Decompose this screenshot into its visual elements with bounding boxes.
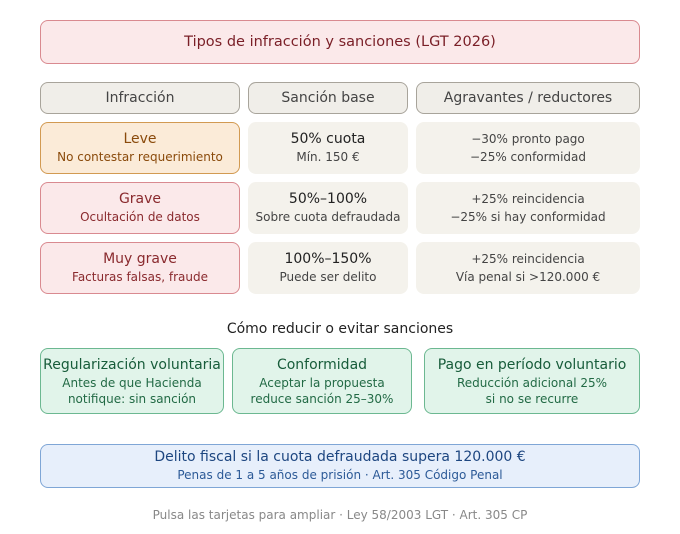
card-regularizacion[interactable]: Regularización voluntaria Antes de que H… xyxy=(40,348,224,414)
card-delito-fiscal[interactable]: Delito fiscal si la cuota defraudada sup… xyxy=(40,444,640,488)
card-pago-voluntario[interactable]: Pago en período voluntario Reducción adi… xyxy=(424,348,640,414)
mods-leve-line-1: −30% pronto pago xyxy=(471,132,585,146)
card-conformidad-line-2: reduce sanción 25–30% xyxy=(250,391,394,406)
reduce-section-title: Cómo reducir o evitar sanciones xyxy=(226,321,454,337)
card-conformidad[interactable]: Conformidad Aceptar la propuesta reduce … xyxy=(232,348,412,414)
card-grave-name: Grave xyxy=(118,191,162,207)
card-grave[interactable]: Grave Ocultación de datos xyxy=(40,182,240,234)
header-agravantes-label: Agravantes / reductores xyxy=(443,90,613,106)
card-pago-voluntario-title: Pago en período voluntario xyxy=(437,356,627,373)
sancion-grave: 50%–100% Sobre cuota defraudada xyxy=(248,182,408,234)
sancion-grave-note: Sobre cuota defraudada xyxy=(255,210,401,224)
card-conformidad-title: Conformidad xyxy=(276,356,368,373)
card-delito-fiscal-title: Delito fiscal si la cuota defraudada sup… xyxy=(154,449,526,465)
page-title-text: Tipos de infracción y sanciones (LGT 202… xyxy=(184,34,496,50)
mods-grave: +25% reincidencia −25% si hay conformida… xyxy=(416,182,640,234)
mods-muy-grave-line-2: Vía penal si >120.000 € xyxy=(455,270,601,284)
card-muy-grave[interactable]: Muy grave Facturas falsas, fraude xyxy=(40,242,240,294)
card-regularizacion-title: Regularización voluntaria xyxy=(43,356,221,373)
mods-muy-grave: +25% reincidencia Vía penal si >120.000 … xyxy=(416,242,640,294)
card-delito-fiscal-subtitle: Penas de 1 a 5 años de prisión · Art. 30… xyxy=(177,468,503,482)
sancion-muy-grave: 100%–150% Puede ser delito xyxy=(248,242,408,294)
header-sancion-base: Sanción base xyxy=(248,82,408,114)
mods-grave-line-2: −25% si hay conformidad xyxy=(450,210,606,224)
page-title: Tipos de infracción y sanciones (LGT 202… xyxy=(40,20,640,64)
card-leve-name: Leve xyxy=(123,131,157,147)
mods-leve: −30% pronto pago −25% conformidad xyxy=(416,122,640,174)
card-muy-grave-name: Muy grave xyxy=(103,251,177,267)
sancion-grave-value: 50%–100% xyxy=(288,191,368,207)
card-regularizacion-line-2: notifique: sin sanción xyxy=(67,391,197,406)
sancion-leve-value: 50% cuota xyxy=(290,131,366,147)
sancion-muy-grave-note: Puede ser delito xyxy=(279,270,377,284)
card-regularizacion-line-1: Antes de que Hacienda xyxy=(62,375,202,390)
footer-note: Pulsa las tarjetas para ampliar · Ley 58… xyxy=(152,508,528,522)
card-pago-voluntario-line-1: Reducción adicional 25% xyxy=(456,375,608,390)
header-infraccion-label: Infracción xyxy=(105,90,175,106)
mods-grave-line-1: +25% reincidencia xyxy=(471,192,585,206)
card-muy-grave-desc: Facturas falsas, fraude xyxy=(72,270,208,284)
sancion-leve: 50% cuota Mín. 150 € xyxy=(248,122,408,174)
card-leve[interactable]: Leve No contestar requerimiento xyxy=(40,122,240,174)
card-leve-desc: No contestar requerimiento xyxy=(57,150,223,164)
header-infraccion: Infracción xyxy=(40,82,240,114)
sancion-muy-grave-value: 100%–150% xyxy=(284,251,372,267)
header-agravantes: Agravantes / reductores xyxy=(416,82,640,114)
header-sancion-base-label: Sanción base xyxy=(281,90,375,106)
sancion-leve-note: Mín. 150 € xyxy=(296,150,360,164)
card-pago-voluntario-line-2: si no se recurre xyxy=(485,391,579,406)
card-grave-desc: Ocultación de datos xyxy=(80,210,200,224)
mods-leve-line-2: −25% conformidad xyxy=(470,150,586,164)
card-conformidad-line-1: Aceptar la propuesta xyxy=(259,375,385,390)
mods-muy-grave-line-1: +25% reincidencia xyxy=(471,252,585,266)
